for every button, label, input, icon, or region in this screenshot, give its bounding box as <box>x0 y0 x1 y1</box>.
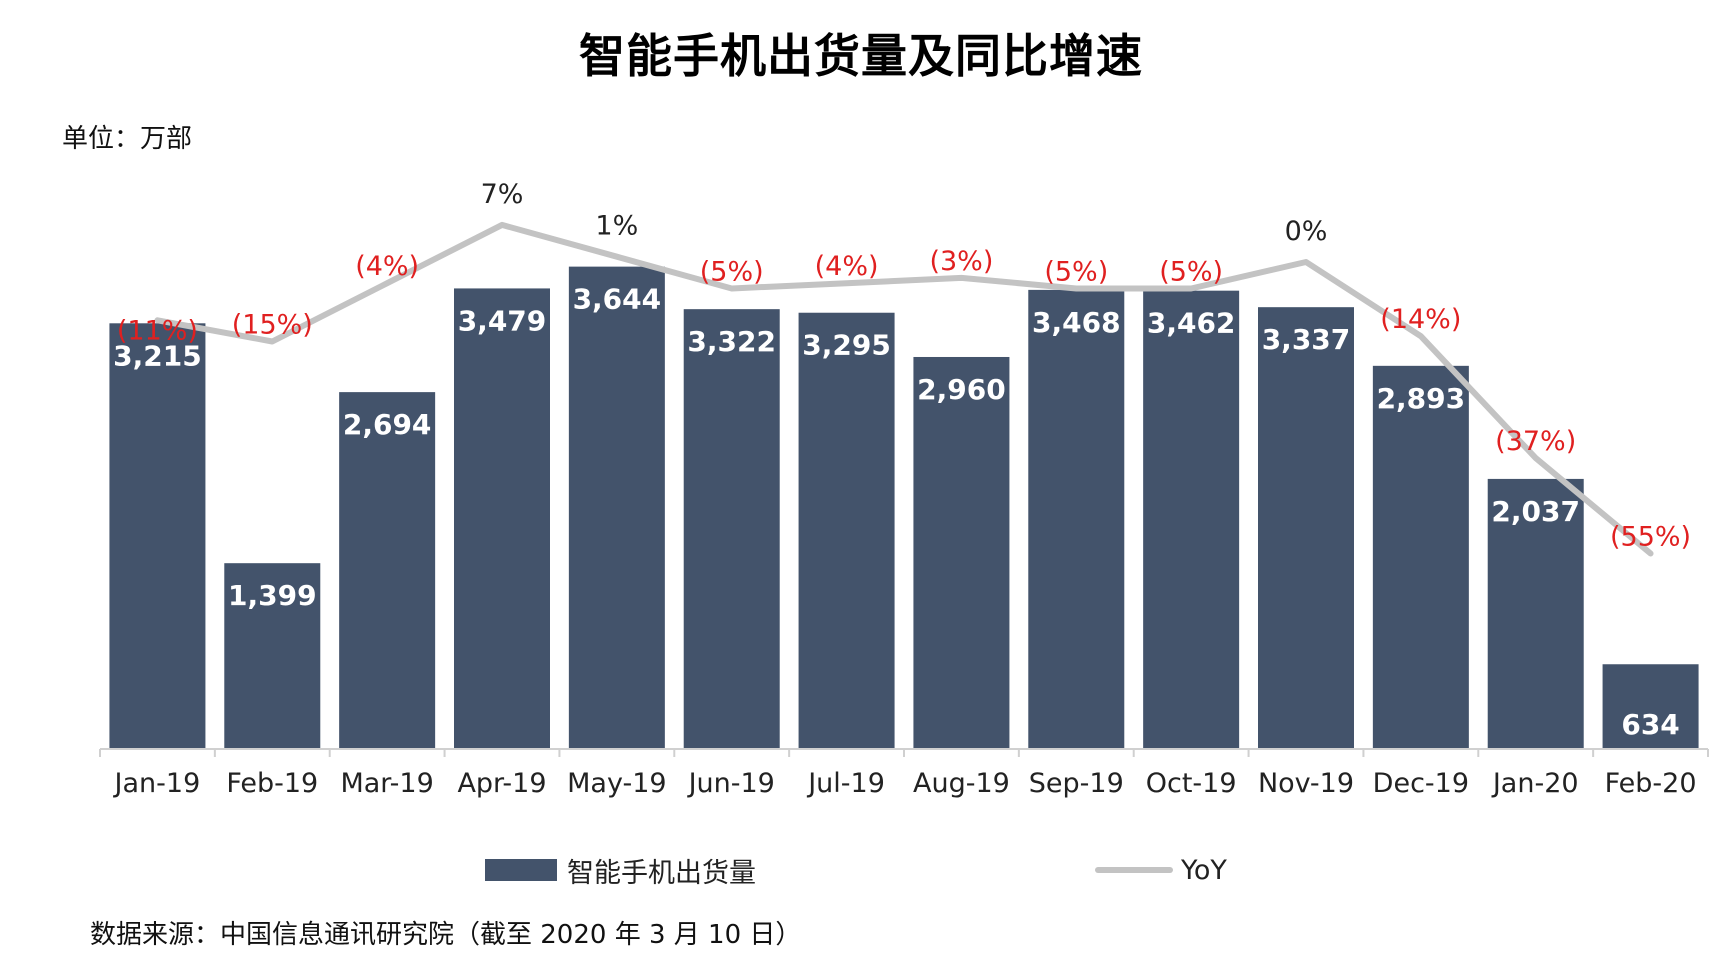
yoy-value-label: (15%) <box>232 310 313 341</box>
bar <box>1258 307 1354 748</box>
bar <box>1487 478 1584 748</box>
unit-label: 单位：万部 <box>62 124 193 154</box>
bar <box>339 392 436 748</box>
yoy-value-label: 1% <box>595 211 638 242</box>
bar <box>1372 365 1469 748</box>
bar-value-label: 2,037 <box>1491 495 1580 528</box>
x-tick-label: Oct-19 <box>1146 768 1237 799</box>
legend-line-entry: YoY <box>1095 850 1227 890</box>
bar-value-label: 3,322 <box>687 325 776 358</box>
bar <box>224 563 321 748</box>
bar-value-label: 1,399 <box>228 579 317 612</box>
bar <box>1028 289 1125 748</box>
bar <box>913 356 1010 748</box>
x-tick-label: Jan-19 <box>113 768 201 799</box>
bar-value-label: 3,468 <box>1032 306 1121 339</box>
bar-value-label: 3,295 <box>802 329 891 362</box>
bar-value-label: 3,215 <box>113 339 202 372</box>
yoy-value-label: (4%) <box>815 251 879 282</box>
x-tick-label: Mar-19 <box>340 768 433 799</box>
yoy-value-label: 0% <box>1285 216 1328 247</box>
bar <box>454 288 550 748</box>
yoy-value-label: (3%) <box>929 246 993 277</box>
legend-bar-swatch <box>485 859 557 881</box>
yoy-value-label: (5%) <box>1159 257 1223 288</box>
x-tick-label: Jul-19 <box>806 768 885 799</box>
x-tick-label: Dec-19 <box>1373 768 1469 799</box>
x-tick-label: Apr-19 <box>457 768 546 799</box>
legend-line-swatch <box>1095 867 1173 873</box>
bar <box>1602 664 1699 748</box>
bar-value-label: 2,960 <box>917 373 1006 406</box>
yoy-value-label: (14%) <box>1380 304 1461 335</box>
bar-value-label: 2,893 <box>1377 382 1466 415</box>
x-tick-label: Nov-19 <box>1258 768 1354 799</box>
yoy-value-label: (11%) <box>117 315 198 346</box>
bar <box>798 312 895 748</box>
bar <box>683 309 780 748</box>
yoy-value-label: (5%) <box>1044 257 1108 288</box>
yoy-line <box>154 221 1654 557</box>
bar-value-label: 3,462 <box>1147 307 1236 340</box>
bar <box>109 323 206 748</box>
bar-value-label: 3,644 <box>573 283 662 316</box>
bar <box>1143 290 1240 748</box>
bar-value-label: 3,479 <box>458 304 547 337</box>
bar <box>568 266 665 748</box>
bar-value-label: 3,337 <box>1262 323 1351 356</box>
x-tick-label: Feb-19 <box>226 768 318 799</box>
source-note: 数据来源：中国信息通讯研究院（截至 2020 年 3 月 10 日） <box>90 920 802 950</box>
x-tick-label: Feb-20 <box>1605 768 1697 799</box>
yoy-value-label: (55%) <box>1610 522 1691 553</box>
legend-bar-entry: 智能手机出货量 <box>485 850 756 890</box>
chart-title: 智能手机出货量及同比增速 <box>579 29 1143 83</box>
x-tick-label: Jan-20 <box>1491 768 1579 799</box>
x-tick-label: Aug-19 <box>913 768 1010 799</box>
legend-bar-label: 智能手机出货量 <box>567 857 756 889</box>
yoy-value-label: (5%) <box>700 257 764 288</box>
bar-value-label: 2,694 <box>343 408 432 441</box>
yoy-value-label: (4%) <box>355 251 419 282</box>
x-tick-label: Sep-19 <box>1029 768 1124 799</box>
legend-line-label: YoY <box>1181 854 1227 886</box>
yoy-value-label: (37%) <box>1495 426 1576 457</box>
x-tick-label: Jun-19 <box>687 768 775 799</box>
yoy-value-label: 7% <box>481 179 524 210</box>
x-tick-label: May-19 <box>567 768 666 799</box>
bar-value-label: 634 <box>1621 708 1679 741</box>
